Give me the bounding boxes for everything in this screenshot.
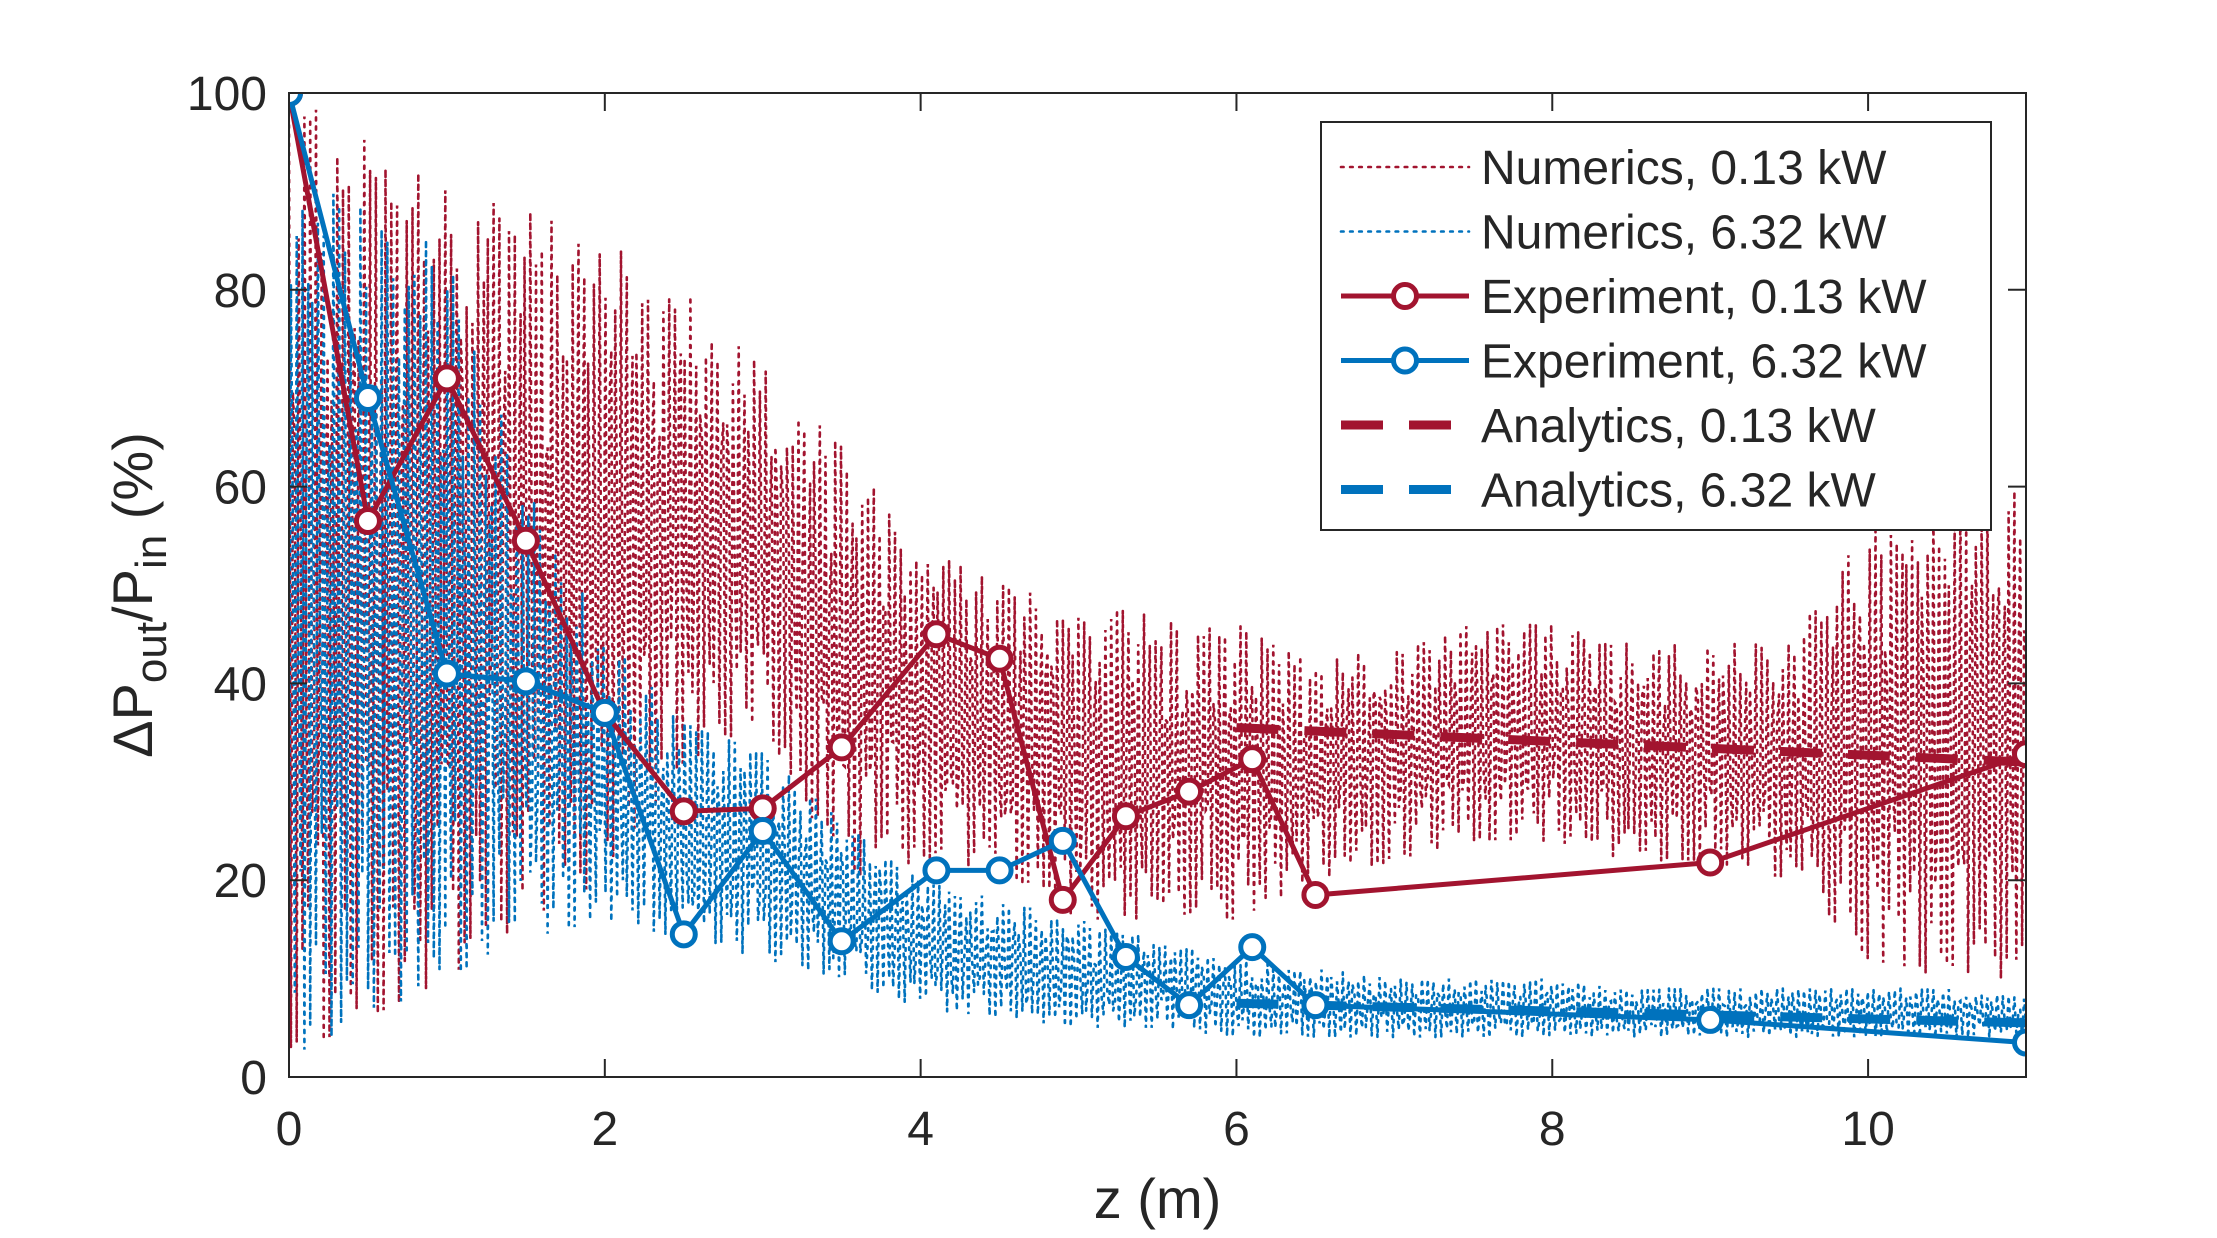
data-point: [1175, 991, 1204, 1020]
data-point: [353, 384, 382, 413]
data-point: [511, 526, 540, 555]
data-point: [511, 667, 540, 696]
data-point: [1238, 933, 1267, 962]
y-tick-label: 40: [214, 658, 267, 711]
data-point: [353, 507, 382, 536]
legend-label: Numerics, 0.13 kW: [1481, 142, 1887, 195]
x-tick-label: 4: [907, 1103, 934, 1156]
y-axis-label: ΔPout/Pin (%): [101, 432, 176, 758]
data-point: [827, 733, 856, 762]
legend-box: [1320, 121, 1992, 531]
data-point: [1111, 802, 1140, 831]
x-tick-label: 6: [1223, 1103, 1250, 1156]
data-point: [1301, 880, 1330, 909]
x-tick-label: 0: [276, 1103, 303, 1156]
y-tick-label: 80: [214, 265, 267, 318]
data-point: [1301, 991, 1330, 1020]
series-numerics-6-32-kw: [289, 193, 2026, 1050]
y-tick-label: 20: [214, 855, 267, 908]
legend-item-numerics-6-32-kw: Numerics, 6.32 kW: [1339, 207, 1887, 260]
data-point: [1696, 848, 1725, 877]
data-point: [432, 364, 461, 393]
legend-item-numerics-0-13-kw: Numerics, 0.13 kW: [1339, 142, 1887, 195]
legend-marker: [1391, 282, 1419, 310]
legend-item-analytics-6-32-kw: Analytics, 6.32 kW: [1341, 465, 1877, 518]
data-point: [1696, 1005, 1725, 1034]
y-label-subscript: out: [127, 622, 176, 683]
x-tick-label: 2: [591, 1103, 618, 1156]
legend: Numerics, 0.13 kW Numerics, 6.32 kW Experi…: [1320, 121, 1992, 531]
data-point: [1175, 777, 1204, 806]
legend-label: Numerics, 6.32 kW: [1481, 207, 1887, 260]
x-tick-label: 8: [1539, 1103, 1566, 1156]
y-tick-label: 0: [240, 1052, 267, 1105]
legend-item-experiment-0-13-kw: Experiment, 0.13 kW: [1341, 271, 1927, 324]
legend-label: Experiment, 0.13 kW: [1481, 271, 1927, 324]
y-tick-label: 60: [214, 462, 267, 515]
data-point: [748, 794, 777, 823]
series-numerics-0-13-kw: [289, 109, 2026, 1048]
data-point: [1048, 885, 1077, 914]
data-point: [590, 698, 619, 727]
data-point: [1048, 826, 1077, 855]
legend-item-experiment-6-32-kw: Experiment, 6.32 kW: [1341, 336, 1927, 389]
axes-box: [288, 92, 2027, 1078]
y-label-part: /P: [101, 569, 164, 622]
data-point: [985, 644, 1014, 673]
legend-label: Experiment, 6.32 kW: [1481, 336, 1927, 389]
plot-data-layer: [289, 93, 2026, 1057]
x-axis-label: z (m): [1094, 1167, 1222, 1230]
data-point: [827, 927, 856, 956]
legend-marker: [1391, 346, 1419, 375]
y-tick-label: 100: [187, 68, 267, 121]
y-label-part: ΔP: [101, 683, 164, 758]
data-point: [289, 93, 303, 107]
data-point: [669, 920, 698, 949]
data-point: [748, 817, 777, 845]
y-label-part: (%): [101, 432, 164, 535]
data-point: [2012, 740, 2026, 769]
data-point: [985, 856, 1014, 885]
legend-label: Analytics, 6.32 kW: [1481, 465, 1877, 518]
data-point: [669, 797, 698, 826]
data-point: [432, 659, 461, 688]
x-tick-label: 10: [1841, 1103, 1894, 1156]
data-point: [2012, 1028, 2026, 1057]
series-experiment-6-32-kw: [289, 93, 2026, 1057]
legend-label: Analytics, 0.13 kW: [1481, 400, 1877, 453]
data-point: [1238, 745, 1267, 774]
data-point: [1111, 942, 1140, 971]
data-point: [922, 856, 951, 885]
legend-item-analytics-0-13-kw: Analytics, 0.13 kW: [1341, 400, 1877, 453]
y-label-subscript: in: [127, 535, 176, 569]
data-point: [922, 620, 951, 649]
